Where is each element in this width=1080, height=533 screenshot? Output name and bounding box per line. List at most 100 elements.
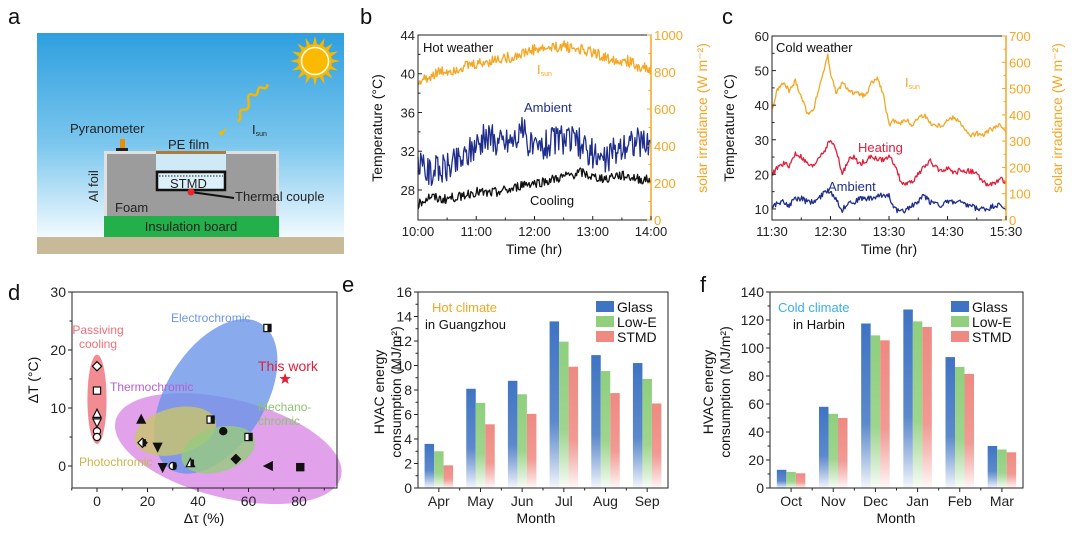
y2-tick-label: 300 (1009, 134, 1031, 149)
y-axis-title: Temperature (°C) (369, 74, 385, 182)
marker-triangle-left (262, 460, 273, 472)
y-tick-label: 14 (396, 309, 412, 325)
sun-ray (291, 65, 301, 71)
sunlight-wave-icon (236, 84, 269, 123)
annotation-cold-climate: Cold climate (778, 300, 850, 315)
y-tick-label: 2 (404, 456, 412, 472)
bar-stmd-jul (568, 366, 579, 488)
bar-stmd-may (485, 424, 495, 488)
bar-glass-may (466, 388, 476, 488)
annotation-hot-climate: Hot climate (432, 300, 497, 315)
plot-frame (71, 291, 338, 489)
y-tick-label: 40 (401, 67, 415, 82)
annotation-location: in Guangzhou (425, 317, 506, 332)
group-label-passiving-cooling: Passiving cooling (72, 323, 123, 351)
y2-tick-label: 800 (654, 65, 676, 80)
chart-title: Hot weather (423, 40, 494, 55)
panel-label-d: d (8, 280, 20, 305)
marker-half-fill (267, 324, 272, 332)
y2-tick-label: 400 (654, 139, 676, 154)
x-tick-label: 14:30 (931, 224, 964, 239)
y-tick-label: 20 (50, 342, 66, 358)
x-tick-label: Jun (511, 493, 534, 509)
bar-low-e-apr (434, 451, 444, 488)
y2-tick-label: 600 (654, 102, 676, 117)
bar-low-e-feb (955, 366, 965, 488)
x-tick-label: 80 (291, 493, 307, 509)
legend-label-glass: Glass (617, 299, 653, 315)
panel-c-cold-weather-chart: c 102030405060010020030040050060070011:3… (721, 4, 1065, 257)
bar-low-e-dec (870, 335, 881, 488)
series-line-ambient (771, 188, 1007, 214)
x-tick-label: 0 (93, 493, 101, 509)
bar-glass-nov (819, 406, 829, 488)
x-axis-title: Month (877, 510, 916, 526)
group-label-thermochromic: Thermochromic (110, 380, 193, 394)
marker-star (279, 373, 291, 384)
y-tick-label: 100 (741, 340, 765, 356)
y2-tick-label: 0 (1009, 213, 1016, 228)
y-tick-label: 4 (404, 431, 412, 447)
y2-tick-label: 400 (1009, 108, 1031, 123)
x-tick-label: 20 (140, 493, 156, 509)
sun-ray (319, 37, 325, 47)
panel-d-scatter-chart: d 0 20 40 60 80 0 10 20 30 Passiving cooling Elec… (8, 280, 342, 526)
panel-label-f: f (700, 272, 707, 297)
pyranometer-icon (120, 139, 125, 148)
panel-a: a Isun Pyranometer PE film STMD Thermal … (8, 4, 344, 254)
sun-ray (319, 75, 325, 85)
panel-f-cold-climate-bar-chart: f Oct Nov Dec Jan Feb Mar 0 20 40 60 80 100 120 140 C… (700, 272, 1024, 526)
thermal-couple-label: Thermal couple (235, 189, 325, 204)
sun-icon (290, 36, 340, 86)
bar-low-e-may (475, 402, 486, 488)
sun-ray (291, 51, 301, 57)
x-tick-label: 14:00 (635, 224, 668, 239)
y-tick-label: 6 (404, 407, 412, 423)
y-tick-label: 60 (755, 29, 769, 44)
x-tick-label: Mar (990, 493, 1014, 509)
marker-triangle-up (91, 407, 103, 418)
panel-label-e: e (342, 272, 354, 297)
marker-diamond (91, 360, 103, 372)
bar-stmd-sep (651, 403, 662, 488)
y-tick-label: 28 (401, 183, 415, 198)
bar-low-e-jun (517, 394, 527, 488)
y-tick-label: 0 (58, 458, 66, 474)
legend-label-low-e: Low-E (972, 314, 1012, 330)
sunlight-arrow-icon (218, 128, 227, 136)
bar-stmd-apr (443, 465, 454, 488)
bar-glass-mar (987, 446, 998, 488)
y-tick-label: 60 (748, 396, 764, 412)
panel-label-c: c (722, 4, 733, 29)
marker-square (296, 462, 305, 472)
chart-title: Cold weather (776, 40, 853, 55)
group-label-mechanochromic: Mechano-chromic (258, 400, 311, 428)
marker-square (92, 386, 102, 395)
bar-low-e-sep (642, 378, 652, 488)
marker-half-fill (248, 433, 253, 441)
x-tick-label: Feb (948, 493, 972, 509)
x-tick-label: May (467, 493, 493, 509)
bar-glass-jul (549, 321, 560, 488)
stmd-label: STMD (170, 176, 207, 191)
legend-label-low-e: Low-E (617, 314, 657, 330)
bar-glass-jan (903, 309, 913, 488)
y2-tick-label: 1000 (654, 28, 683, 43)
marker-half-fill (142, 439, 147, 447)
x-axis-title: Month (517, 510, 556, 526)
marker-half-fill (172, 462, 177, 470)
series-label-ambient: Ambient (828, 179, 876, 194)
y2-tick-label: 600 (1009, 55, 1031, 70)
series-label-isun: Isun (905, 75, 920, 91)
legend-swatch-low-e (951, 316, 969, 327)
y-tick-label: 10 (396, 358, 412, 374)
bar-low-e-jul (559, 341, 569, 488)
foam-label: Foam (115, 200, 148, 215)
y-tick-label: 10 (755, 202, 769, 217)
sun-ray (297, 71, 305, 79)
y-tick-label: 44 (401, 28, 415, 43)
bar-low-e-jan (912, 321, 923, 488)
marker-half-fill (210, 416, 215, 424)
legend-label-stmd: STMD (617, 329, 657, 345)
bar-low-e-nov (828, 413, 838, 488)
